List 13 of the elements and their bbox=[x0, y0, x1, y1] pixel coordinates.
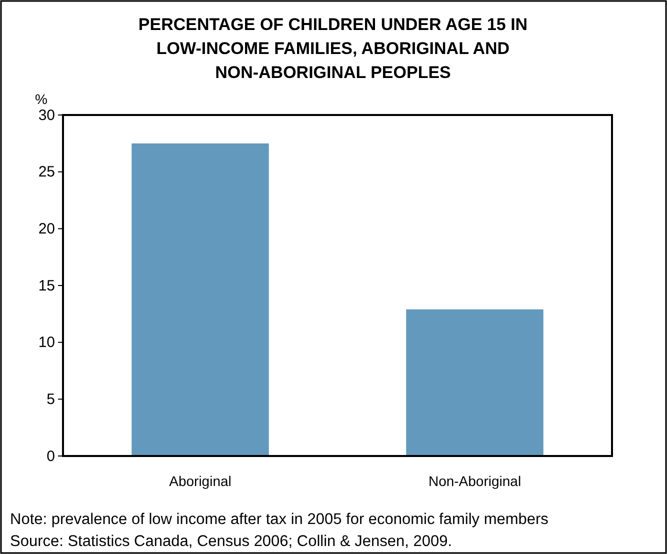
y-tick-label: 10 bbox=[38, 334, 55, 352]
y-tick-label: 30 bbox=[38, 106, 55, 124]
y-tick-label: 0 bbox=[46, 448, 55, 465]
source-note: Source: Statistics Canada, Census 2006; Collin & Jensen, 2009. bbox=[10, 533, 452, 550]
text: Note: prevalence of low income after tax in 2005 for economic family members bbox=[10, 511, 549, 528]
chart-title: PERCENTAGE OF CHILDREN UNDER AGE 15 IN LOW-INCOME FAMILIES, ABORIGINAL AND NON-ABORIGINAL PEOPLES bbox=[138, 15, 528, 82]
y-tick-label: 25 bbox=[38, 164, 55, 181]
x-tick-label: Non-Aboriginal bbox=[428, 472, 522, 489]
y-tick-label: 5 bbox=[46, 390, 55, 408]
y-tick-label: 20 bbox=[38, 220, 55, 238]
y-tick-label: 15 bbox=[38, 277, 55, 294]
x-tick-label: Aboriginal bbox=[169, 472, 232, 489]
y-axis-title: % bbox=[35, 91, 48, 107]
